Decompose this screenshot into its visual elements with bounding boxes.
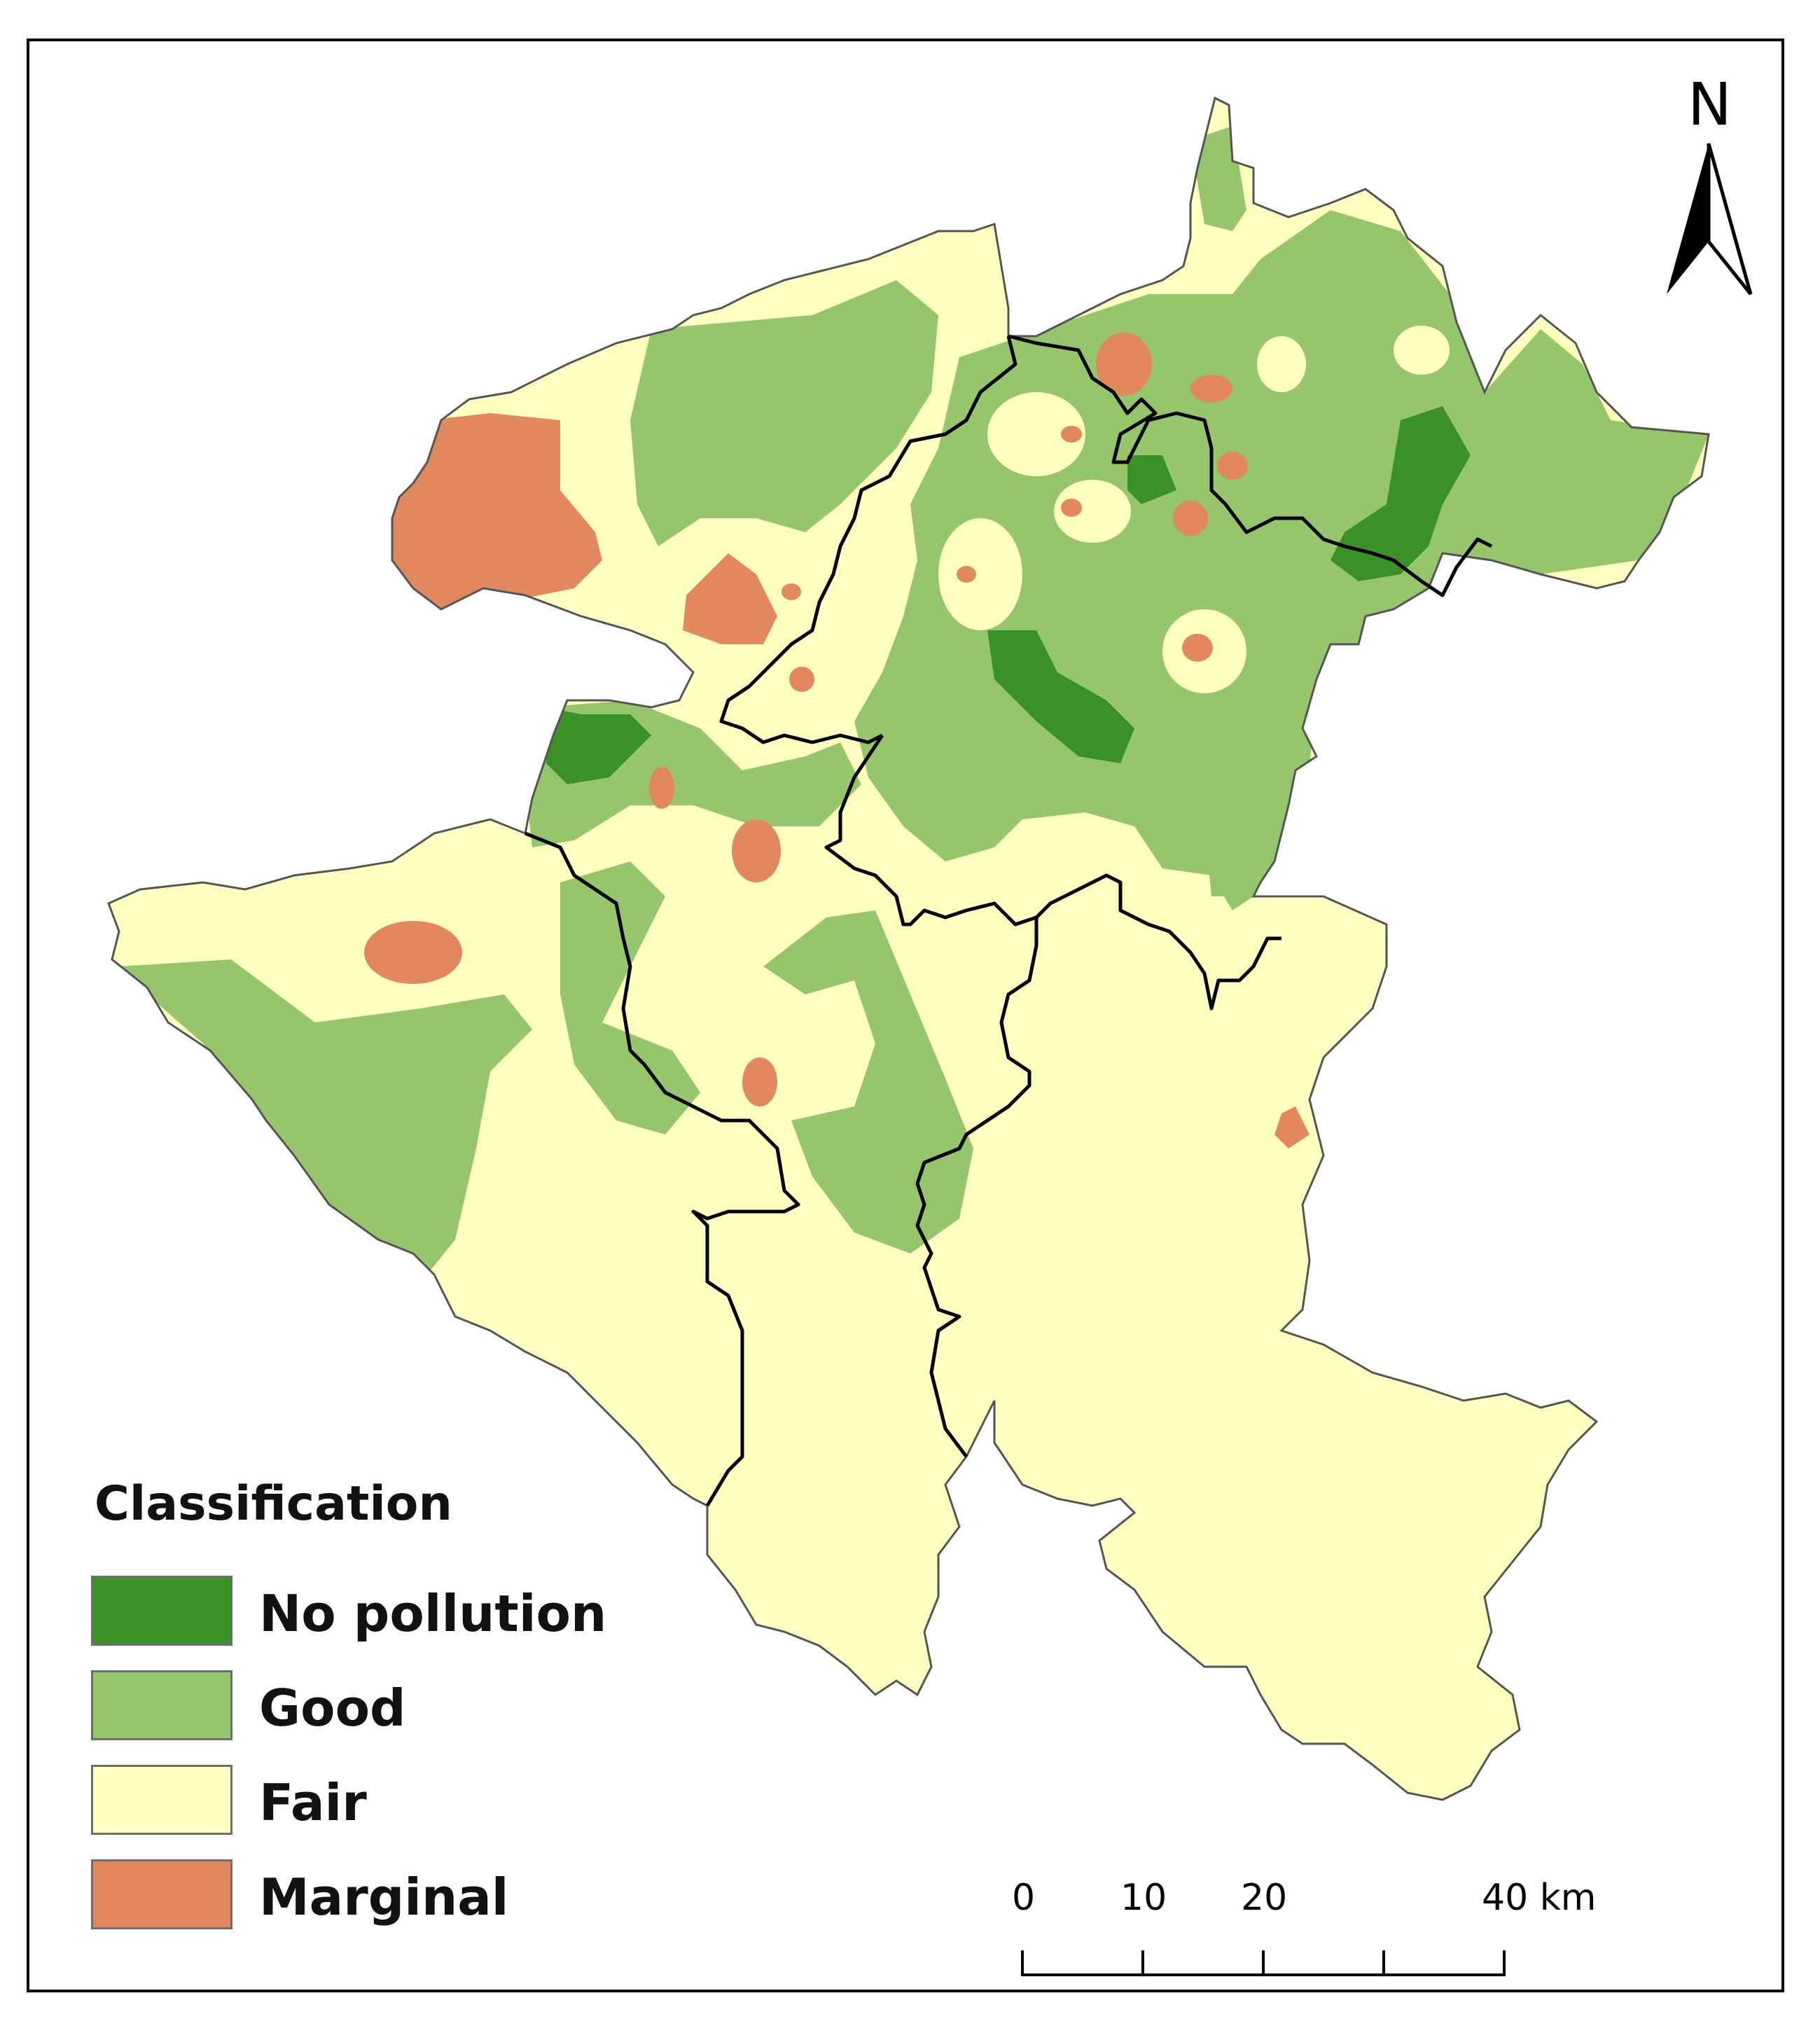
zone-good-north-west [630,280,938,546]
north-arrow [1667,143,1753,296]
legend-swatch-no-pollution [91,1576,232,1646]
north-arrow-left-half [1667,144,1709,294]
boundary-central-south [824,734,1281,1011]
legend-label-marginal: Marginal [259,1868,509,1927]
boundary-south-central [915,917,1038,1458]
zone-marginal-north-west [378,413,602,616]
zone-marginal-center-2 [957,566,976,583]
legend-label-fair: Fair [259,1773,367,1832]
scale-label-0: 0 [1012,1877,1036,1919]
zone-marginal-north-3 [1217,452,1248,480]
boundary-west-central [525,831,800,1507]
zone-marginal-south-west [364,921,462,984]
legend-swatch-good [91,1670,232,1740]
zone-marginal-center-1 [1182,634,1213,662]
zone-good-south-west [119,959,532,1275]
legend-swatch-marginal [91,1859,232,1929]
zone-fair-hole-6 [1054,480,1131,543]
legend-item-good: Good [91,1670,623,1740]
zone-fair-hole-4 [1394,326,1450,375]
scale-label-10: 10 [1120,1877,1167,1919]
zone-marginal-center-6 [789,667,814,692]
zone-marginal-east [1274,1106,1310,1149]
scale-label-20: 20 [1241,1877,1288,1919]
zone-nopollution-mid-west [546,707,651,784]
zone-marginal-north-4 [1173,501,1208,536]
zone-marginal-mid-2 [732,819,781,882]
zone-fair-hole-2 [938,518,1022,630]
zone-marginal-center-5 [1061,499,1082,517]
scale-label-40: 40 km [1482,1877,1597,1919]
region-outline [107,96,1710,1801]
north-arrow-label: N [1688,70,1732,139]
legend-swatch-fair [91,1765,232,1835]
legend-label-no-pollution: No pollution [259,1584,607,1643]
legend-label-good: Good [259,1679,406,1737]
zone-marginal-mid-1 [649,767,674,809]
zone-marginal-center-3 [782,583,801,600]
zone-good-center-east [1204,812,1281,896]
scale-bar [1021,1950,1506,1976]
boundary-north-west [719,335,1017,744]
legend-item-marginal: Marginal [91,1859,623,1929]
map-frame [27,39,1784,1992]
legend-item-no-pollution: No pollution [91,1576,623,1646]
zone-marginal-north-2 [1190,375,1232,403]
legend-item-fair: Fair [91,1765,623,1835]
north-arrow-right-half [1707,143,1753,296]
zone-nopollution-center [987,630,1134,763]
zone-marginal-west-center [683,553,777,644]
zone-fair-hole-1 [987,392,1085,476]
zone-marginal-south-center [742,1057,777,1106]
zone-nopollution-north-small [1127,455,1176,504]
zone-marginal-north-1 [1096,333,1152,396]
zone-fair-hole-5 [1257,336,1306,392]
zone-good-center-south [560,861,700,1135]
zone-nopollution-north-east [1331,406,1471,581]
boundary-central-north [1008,334,1493,597]
legend-title: Classification [95,1476,452,1532]
zone-marginal-center-4 [1061,426,1082,443]
